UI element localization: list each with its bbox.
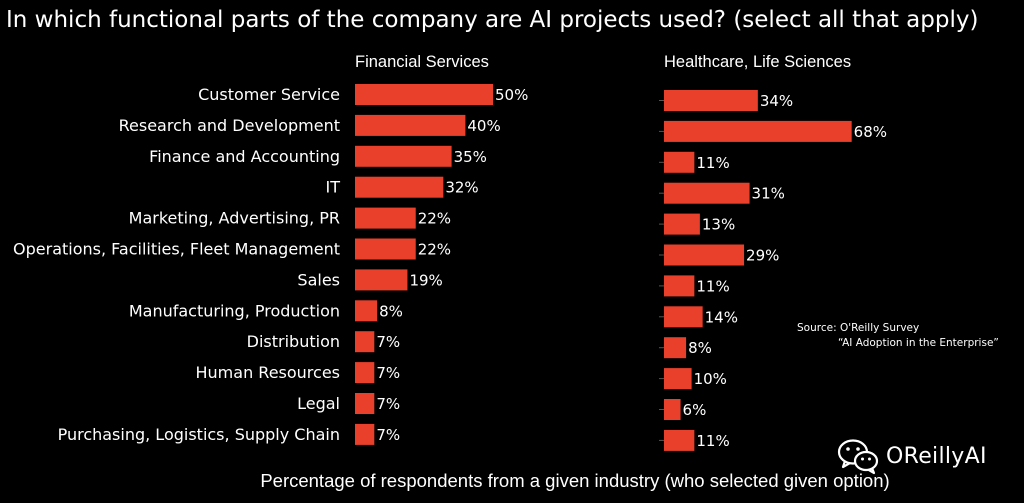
bar-0-9: [355, 362, 375, 384]
x-axis-caption: Percentage of respondents from a given i…: [260, 470, 890, 491]
bar-1-6: [664, 275, 695, 297]
value-label-1-0: 34%: [760, 92, 793, 110]
value-label-1-9: 10%: [694, 370, 727, 388]
value-label-0-8: 7%: [376, 333, 400, 351]
bar-1-8: [664, 337, 687, 359]
bar-1-4: [664, 213, 700, 235]
series-title-1: Healthcare, Life Sciences: [664, 53, 851, 71]
value-label-0-0: 50%: [495, 86, 528, 104]
financial-services-panel: Financial Services 50% Customer Service 40%…: [13, 53, 528, 445]
bar-1-2: [664, 151, 695, 173]
value-label-0-10: 7%: [376, 395, 400, 413]
category-label-10: Legal: [297, 394, 340, 413]
source-line-2: “AI Adoption in the Enterprise”: [838, 337, 999, 349]
bar-0-5: [355, 238, 416, 260]
category-label-2: Finance and Accounting: [149, 147, 340, 166]
bar-0-6: [355, 269, 408, 291]
healthcare-panel: Healthcare, Life Sciences 34% 68% 11% 31% 13%…: [659, 53, 887, 451]
category-label-3: IT: [326, 178, 341, 197]
series-title-0: Financial Services: [355, 53, 489, 71]
source-line-1: Source: O'Reilly Survey: [797, 322, 919, 334]
bar-0-8: [355, 331, 375, 353]
wechat-icon: [837, 439, 879, 475]
bar-0-3: [355, 176, 444, 198]
category-label-0: Customer Service: [198, 85, 340, 104]
value-label-1-8: 8%: [688, 339, 712, 357]
bar-0-2: [355, 145, 452, 167]
bar-0-0: [355, 84, 493, 105]
value-label-0-1: 40%: [467, 117, 500, 135]
value-label-0-7: 8%: [379, 302, 403, 320]
category-label-6: Sales: [297, 270, 340, 289]
value-label-0-3: 32%: [445, 179, 478, 197]
value-label-1-10: 6%: [683, 401, 707, 419]
bar-1-0: [664, 90, 758, 111]
bar-0-1: [355, 114, 466, 136]
value-label-0-5: 22%: [418, 241, 451, 259]
category-label-1: Research and Development: [119, 116, 340, 135]
bar-0-4: [355, 207, 416, 229]
value-label-0-4: 22%: [418, 210, 451, 228]
category-label-4: Marketing, Advertising, PR: [129, 209, 340, 228]
category-label-11: Purchasing, Logistics, Supply Chain: [58, 425, 340, 444]
value-label-1-6: 11%: [696, 277, 729, 295]
bar-1-7: [664, 306, 703, 328]
bar-1-3: [664, 182, 750, 204]
value-label-0-2: 35%: [454, 148, 487, 166]
value-label-0-9: 7%: [376, 364, 400, 382]
watermark: OReillyAI: [836, 437, 987, 475]
category-label-5: Operations, Facilities, Fleet Management: [13, 240, 340, 259]
bar-0-11: [355, 423, 375, 445]
bar-1-11: [664, 429, 695, 451]
category-label-9: Human Resources: [196, 363, 341, 382]
watermark-text: OReillyAI: [886, 443, 987, 469]
bar-1-10: [664, 399, 681, 420]
value-label-1-11: 11%: [696, 432, 729, 450]
chart-title: In which functional parts of the company…: [6, 7, 979, 33]
value-label-1-1: 68%: [854, 123, 887, 141]
category-label-7: Manufacturing, Production: [129, 301, 340, 320]
value-label-0-11: 7%: [376, 426, 400, 444]
bar-1-1: [664, 120, 852, 142]
value-label-1-3: 31%: [752, 185, 785, 203]
value-label-1-4: 13%: [702, 216, 735, 234]
bar-1-9: [664, 368, 692, 390]
value-label-1-7: 14%: [705, 308, 738, 326]
value-label-0-6: 19%: [409, 271, 442, 289]
value-label-1-2: 11%: [696, 154, 729, 172]
value-label-1-5: 29%: [746, 247, 779, 265]
bar-0-7: [355, 300, 378, 322]
bar-1-5: [664, 244, 745, 266]
bar-0-10: [355, 393, 375, 414]
category-label-8: Distribution: [247, 332, 340, 351]
